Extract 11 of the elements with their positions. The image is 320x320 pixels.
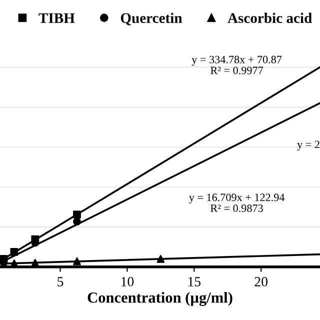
x-tick-label: 10	[121, 277, 134, 286]
legend-label: TIBH	[38, 13, 75, 23]
x-tick-label: 15	[188, 277, 201, 286]
x-axis-title: Concentration (µg/ml)	[88, 292, 232, 306]
annotation: y = 334.78x + 70.87 R² = 0.9977	[192, 56, 282, 74]
legend-label: Quercetin	[120, 12, 182, 26]
legend-label: Ascorbic acid	[228, 12, 312, 24]
x-tick-label: 5	[58, 277, 64, 286]
x-tick-label: 20	[254, 277, 268, 286]
annotation: y = 2	[297, 140, 320, 150]
annotation: y = 16.709x + 122.94 R² = 0.9873	[189, 194, 285, 212]
